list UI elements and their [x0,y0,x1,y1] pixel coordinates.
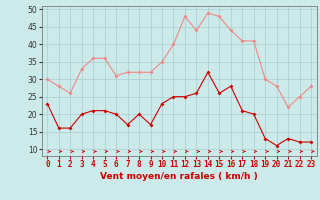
X-axis label: Vent moyen/en rafales ( km/h ): Vent moyen/en rafales ( km/h ) [100,172,258,181]
